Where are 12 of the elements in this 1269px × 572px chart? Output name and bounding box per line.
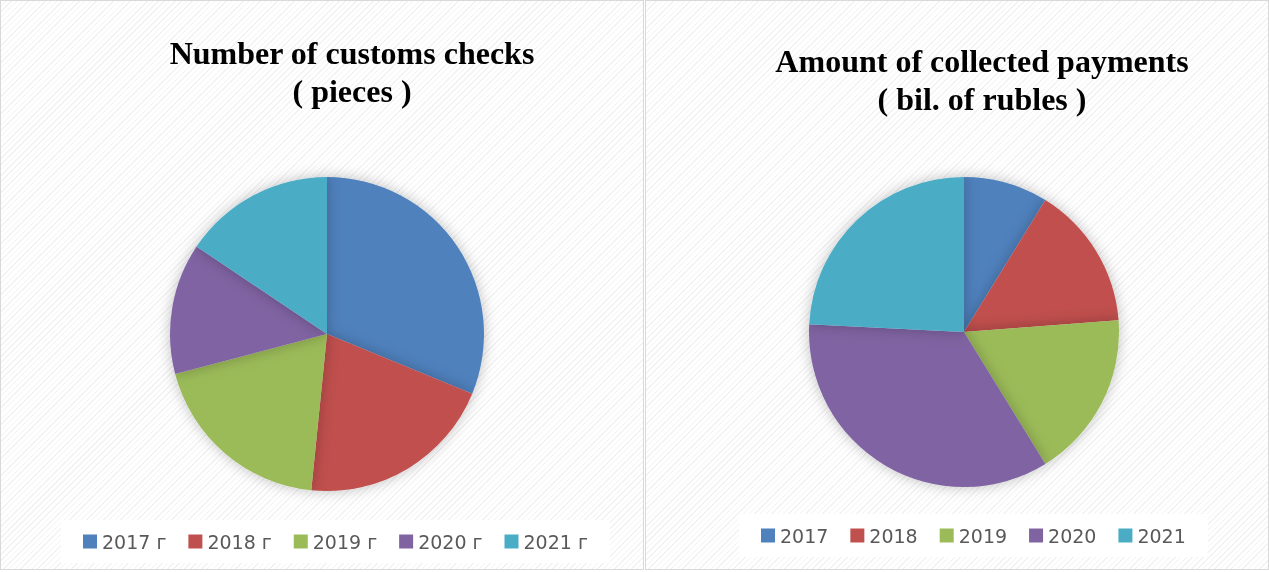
legend-label: 2017 — [780, 524, 829, 547]
legend-label: 2018 — [869, 524, 918, 547]
legend-label: 2021 г — [523, 530, 588, 553]
chart-title: Amount of collected payments ( bil. of rubles ) — [775, 43, 1189, 117]
legend-label: 2019 г — [312, 530, 378, 553]
legend-label: 2019 — [958, 524, 1008, 547]
legend-label: 2020 — [1048, 524, 1097, 547]
legend-label: 2021 — [1137, 524, 1186, 547]
legend-label: 2017 г — [102, 530, 167, 553]
chart-title: Number of customs checks ( pieces ) — [169, 35, 535, 109]
legend-label: 2018 г — [207, 530, 272, 553]
legend-label: 2020 г — [418, 530, 483, 553]
